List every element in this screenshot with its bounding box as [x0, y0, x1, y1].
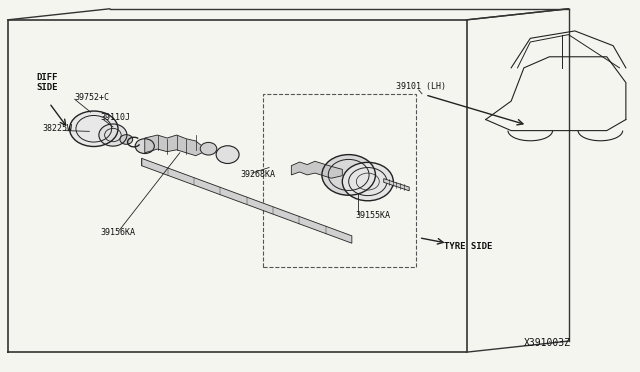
Ellipse shape: [70, 111, 118, 147]
Text: 39155KA: 39155KA: [355, 211, 390, 220]
Ellipse shape: [342, 162, 394, 201]
Ellipse shape: [322, 155, 376, 195]
Text: 39752+C: 39752+C: [75, 93, 109, 102]
Polygon shape: [145, 135, 202, 156]
Text: 39101 (LH): 39101 (LH): [396, 82, 447, 91]
Polygon shape: [141, 158, 352, 243]
Text: DIFF
SIDE: DIFF SIDE: [36, 73, 58, 92]
Polygon shape: [384, 179, 409, 191]
Ellipse shape: [120, 135, 132, 144]
Ellipse shape: [200, 142, 217, 155]
Text: 39156KA: 39156KA: [100, 228, 135, 237]
Polygon shape: [291, 161, 342, 178]
Ellipse shape: [135, 139, 154, 154]
Text: 38225W: 38225W: [43, 124, 73, 133]
Text: 39268KA: 39268KA: [241, 170, 275, 179]
Text: 39110J: 39110J: [100, 113, 130, 122]
Ellipse shape: [99, 124, 127, 146]
Ellipse shape: [216, 146, 239, 163]
Text: TYRE SIDE: TYRE SIDE: [444, 243, 493, 251]
Text: X391003Z: X391003Z: [524, 339, 571, 349]
